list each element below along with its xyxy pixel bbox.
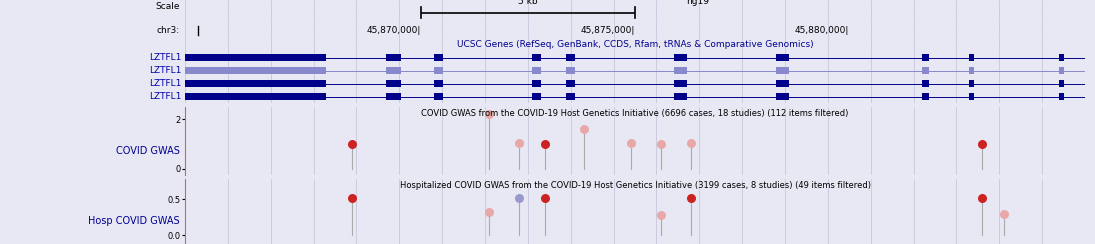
Text: 45,870,000|: 45,870,000| <box>367 26 420 35</box>
Text: 5 kb: 5 kb <box>518 0 538 6</box>
Bar <box>969 93 975 100</box>
Bar <box>673 93 688 100</box>
Text: COVID GWAS: COVID GWAS <box>116 146 180 156</box>
Bar <box>185 54 326 61</box>
Text: Hosp COVID GWAS: Hosp COVID GWAS <box>88 216 180 226</box>
Bar <box>566 67 575 74</box>
Bar <box>434 54 443 61</box>
Bar <box>566 93 575 100</box>
Text: LZTFL1: LZTFL1 <box>149 66 182 75</box>
Bar <box>969 80 975 87</box>
Text: Scale: Scale <box>155 2 180 11</box>
Bar <box>434 67 443 74</box>
Bar <box>1059 67 1063 74</box>
Text: LZTFL1: LZTFL1 <box>149 53 182 62</box>
Bar <box>922 54 929 61</box>
Bar <box>532 80 541 87</box>
Text: 45,880,000|: 45,880,000| <box>795 26 850 35</box>
Bar <box>922 80 929 87</box>
Bar <box>387 54 402 61</box>
Bar <box>969 67 975 74</box>
Bar <box>1059 54 1063 61</box>
Text: LZTFL1: LZTFL1 <box>149 79 182 88</box>
Bar <box>185 93 326 100</box>
Text: UCSC Genes (RefSeq, GenBank, CCDS, Rfam, tRNAs & Comparative Genomics): UCSC Genes (RefSeq, GenBank, CCDS, Rfam,… <box>457 40 814 49</box>
Bar <box>387 93 402 100</box>
Text: chr3:: chr3: <box>157 26 180 35</box>
Bar <box>673 54 688 61</box>
Bar <box>922 67 929 74</box>
Bar <box>776 54 789 61</box>
Bar <box>532 93 541 100</box>
Bar <box>673 67 688 74</box>
Text: hg19: hg19 <box>687 0 710 6</box>
Bar <box>922 93 929 100</box>
Bar <box>185 80 326 87</box>
Bar <box>673 80 688 87</box>
Bar <box>185 67 326 74</box>
Bar <box>969 54 975 61</box>
Bar <box>1059 93 1063 100</box>
Bar <box>387 67 402 74</box>
Bar <box>776 67 789 74</box>
Bar <box>776 80 789 87</box>
Text: Hospitalized COVID GWAS from the COVID-19 Host Genetics Initiative (3199 cases, : Hospitalized COVID GWAS from the COVID-1… <box>400 181 871 190</box>
Text: 45,875,000|: 45,875,000| <box>580 26 635 35</box>
Bar <box>434 80 443 87</box>
Bar <box>566 54 575 61</box>
Text: COVID GWAS from the COVID-19 Host Genetics Initiative (6696 cases, 18 studies) (: COVID GWAS from the COVID-19 Host Geneti… <box>422 109 849 118</box>
Bar <box>776 93 789 100</box>
Text: LZTFL1: LZTFL1 <box>149 92 182 101</box>
Bar <box>387 80 402 87</box>
Bar <box>532 67 541 74</box>
Bar <box>566 80 575 87</box>
Bar <box>434 93 443 100</box>
Bar <box>1059 80 1063 87</box>
Bar <box>532 54 541 61</box>
